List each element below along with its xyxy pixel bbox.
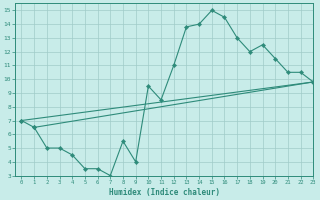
X-axis label: Humidex (Indice chaleur): Humidex (Indice chaleur) [109,188,220,197]
